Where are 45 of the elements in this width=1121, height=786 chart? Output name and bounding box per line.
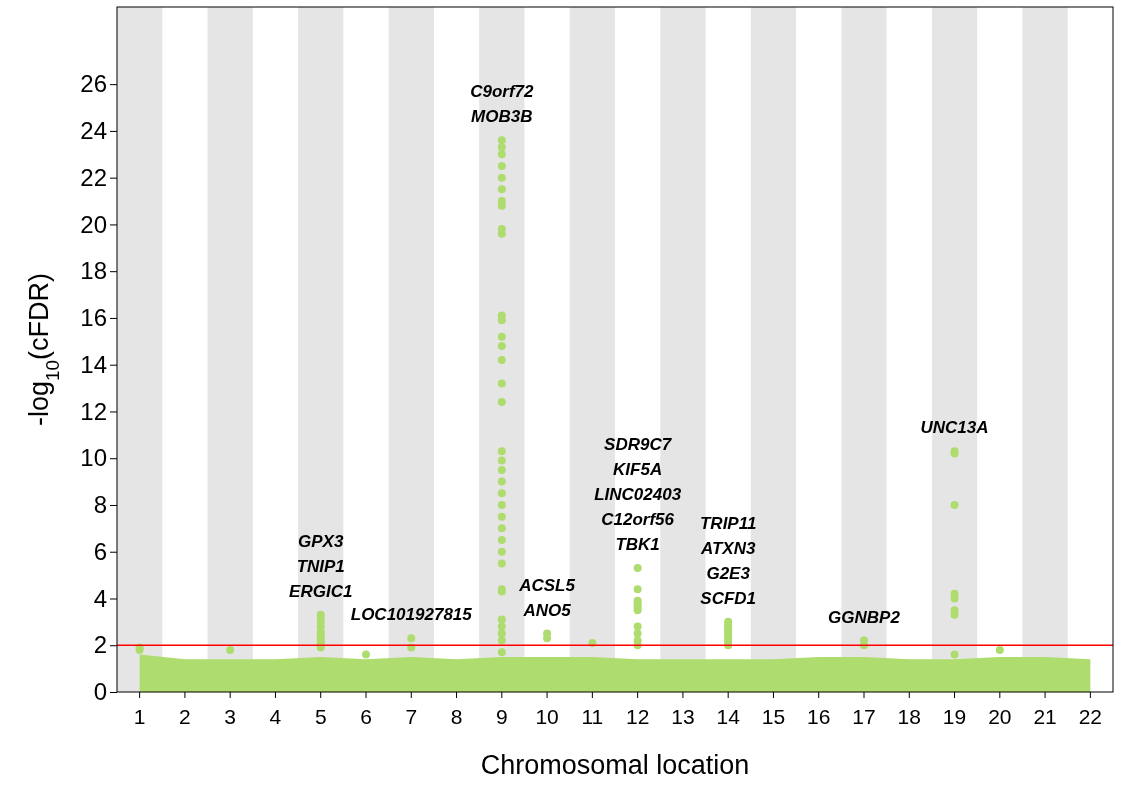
x-tick-label: 18 [897, 705, 921, 729]
annotation: UNC13A [920, 418, 989, 438]
annotation: SDR9C7 KIF5A LINC02403 C12orf56 TBK1 [594, 435, 682, 555]
x-tick-label: 2 [179, 705, 191, 729]
annotation: GGNBP2 [828, 607, 901, 627]
y-tick-label: 26 [80, 70, 107, 98]
annotation: LOC101927815 [350, 605, 473, 625]
y-tick-label: 10 [80, 444, 107, 472]
annotation: GPX3 TNIP1 ERGIC1 [289, 531, 353, 601]
x-tick-label: 16 [807, 705, 831, 729]
y-tick-label: 2 [93, 631, 107, 659]
y-tick-label: 0 [93, 678, 107, 706]
x-tick-label: 21 [1033, 705, 1057, 729]
x-axis-title: Chromosomal location [480, 750, 750, 780]
y-tick-label: 16 [80, 304, 107, 332]
x-tick-label: 6 [360, 705, 372, 729]
x-tick-label: 22 [1078, 705, 1103, 729]
y-tick-label: 14 [80, 350, 107, 378]
y-tick-label: 6 [93, 537, 107, 565]
x-tick-label: 9 [495, 705, 508, 729]
annotation: ACSL5 ANO5 [518, 575, 576, 620]
y-tick-label: 24 [80, 117, 107, 145]
x-tick-label: 5 [314, 705, 327, 729]
y-tick-label: 18 [80, 257, 107, 285]
y-tick-label: 20 [80, 210, 107, 238]
x-tick-label: 15 [761, 705, 786, 729]
annotation: C9orf72 MOB3B [470, 82, 535, 127]
y-tick-label: 12 [80, 397, 107, 425]
x-tick-label: 19 [942, 705, 967, 729]
x-tick-label: 7 [405, 705, 418, 729]
y-tick-label: 22 [80, 163, 107, 191]
x-tick-label: 17 [852, 705, 876, 729]
x-tick-label: 14 [716, 705, 741, 729]
x-tick-label: 1 [133, 705, 146, 729]
x-tick-label: 11 [581, 705, 604, 729]
x-tick-label: 12 [625, 705, 650, 729]
x-tick-label: 3 [224, 705, 237, 729]
x-tick-label: 4 [269, 705, 282, 729]
x-tick-label: 20 [988, 705, 1012, 729]
y-tick-label: 4 [93, 584, 107, 612]
x-tick-label: 10 [535, 705, 559, 729]
annotation: TRIP11 ATXN3 G2E3 SCFD1 [699, 513, 757, 608]
x-tick-label: 13 [671, 705, 695, 729]
x-tick-label: 8 [450, 705, 463, 729]
y-tick-label: 8 [93, 491, 107, 519]
